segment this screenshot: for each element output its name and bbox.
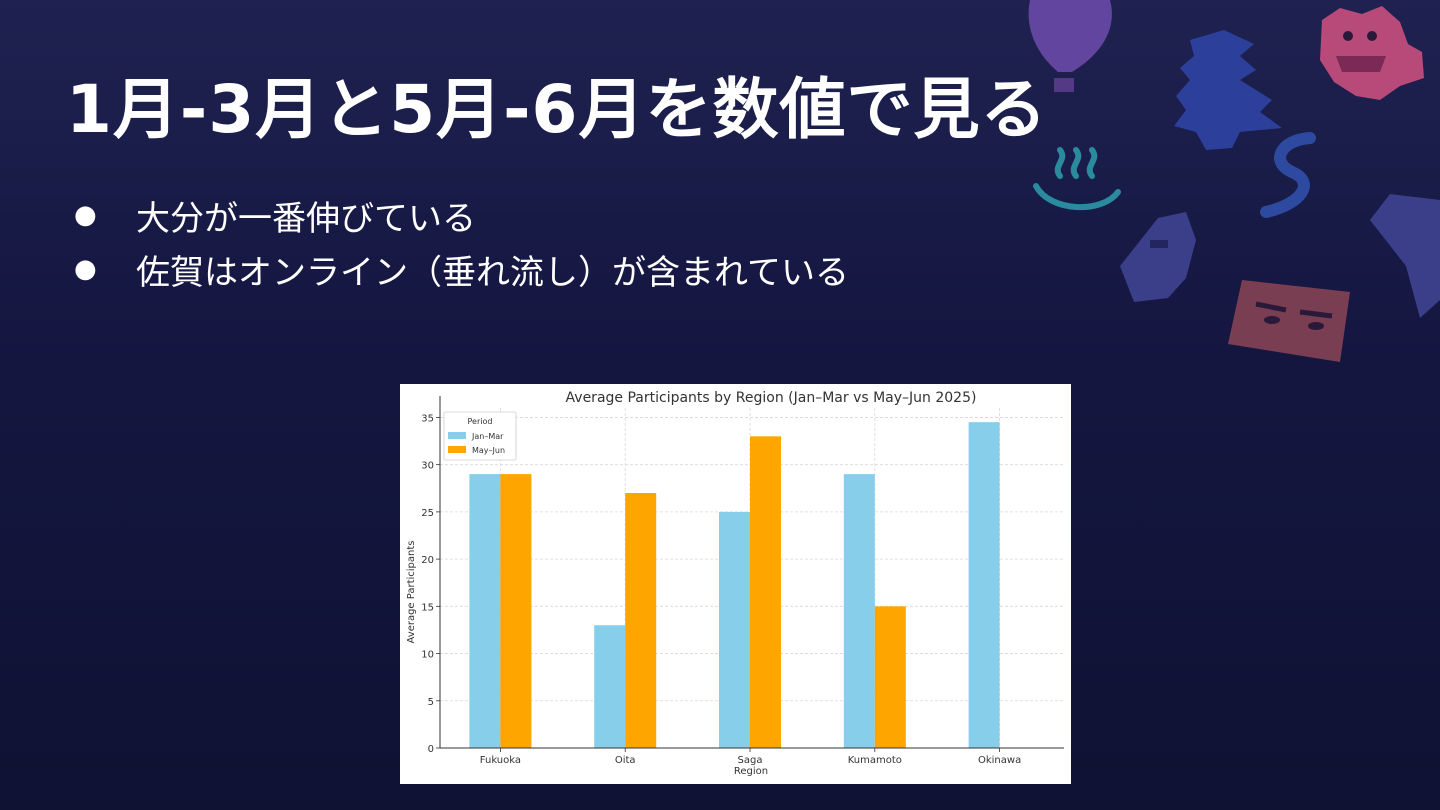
legend-title: Period	[468, 417, 493, 426]
hot-spring-icon	[1033, 147, 1121, 211]
x-tick-label: Kumamoto	[848, 755, 902, 766]
chart-title: Average Participants by Region (Jan–Mar …	[566, 390, 977, 406]
x-tick-label: Oita	[615, 755, 636, 766]
moai-icon	[1120, 212, 1196, 302]
dragon-icon	[1260, 132, 1316, 218]
bar-0-4	[968, 422, 1000, 748]
y-tick-label: 10	[421, 650, 434, 661]
y-axis-label: Average Participants	[406, 541, 417, 644]
bullet-text: 佐賀はオンライン（垂れ流し）が含まれている	[136, 252, 849, 293]
y-tick-label: 30	[421, 461, 434, 472]
chart-panel: Average Participants by Region (Jan–Mar …	[400, 384, 1071, 784]
y-tick-label: 25	[421, 508, 434, 519]
axes: 0 5 10 15 20 25 30 35 Fukuoka Oita Saga Kumamoto Oki…	[421, 396, 1064, 766]
lion-mask-icon	[1320, 6, 1424, 100]
yacht-icon	[1370, 194, 1440, 318]
face-mask-icon	[1228, 280, 1350, 362]
bar-1-0	[500, 474, 532, 748]
y-tick-label: 15	[421, 602, 434, 613]
y-tick-label: 5	[428, 697, 434, 708]
bar-1-1	[625, 493, 657, 748]
bar-1-3	[874, 606, 906, 748]
bullet-item: ● 大分が一番伸びている	[74, 188, 849, 242]
slide-title: 1月-3月と5月-6月を数値で見る	[66, 71, 1048, 148]
y-tick-label: 20	[421, 555, 434, 566]
y-tick-label: 35	[421, 413, 434, 424]
bars	[469, 422, 1000, 748]
x-axis-label: Region	[734, 766, 768, 777]
legend: Period Jan–Mar May–Jun	[443, 411, 517, 461]
bar-1-2	[750, 436, 781, 748]
decorative-icons	[1028, 0, 1440, 362]
x-tick-label: Okinawa	[978, 755, 1021, 766]
x-tick-label: Saga	[738, 755, 763, 766]
bar-0-2	[719, 511, 750, 748]
legend-swatch-1	[448, 446, 466, 453]
bullet-text: 大分が一番伸びている	[136, 198, 476, 239]
castle-icon	[1174, 30, 1282, 150]
bullet-marker: ●	[74, 254, 97, 284]
bar-0-3	[843, 474, 875, 748]
bullet-marker: ●	[74, 200, 97, 230]
bar-0-1	[594, 625, 626, 748]
bar-chart: Average Participants by Region (Jan–Mar …	[406, 390, 1064, 777]
x-tick-label: Fukuoka	[480, 755, 521, 766]
hot-air-balloon-icon	[1028, 0, 1112, 92]
y-tick-label: 0	[428, 744, 434, 755]
bar-0-0	[469, 474, 501, 748]
legend-label-0: Jan–Mar	[471, 432, 504, 441]
legend-swatch-0	[448, 432, 466, 439]
bullet-list: ● 大分が一番伸びている ● 佐賀はオンライン（垂れ流し）が含まれている	[74, 188, 849, 296]
legend-label-1: May–Jun	[472, 446, 505, 455]
bullet-item: ● 佐賀はオンライン（垂れ流し）が含まれている	[74, 242, 849, 296]
